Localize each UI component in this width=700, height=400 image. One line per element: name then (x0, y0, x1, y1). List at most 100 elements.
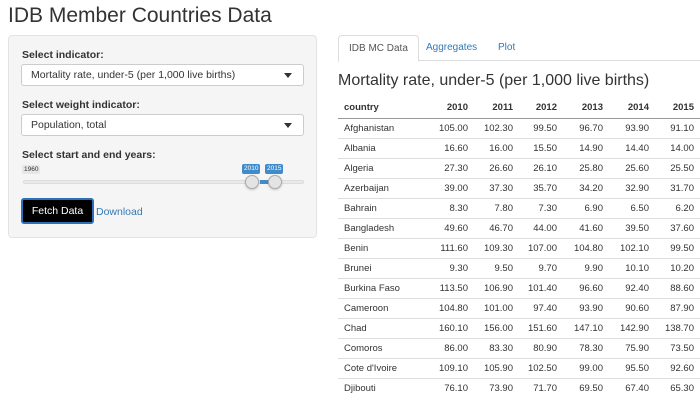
value-cell: 105.00 (424, 117, 474, 138)
column-header: 2011 (474, 98, 519, 119)
slider-to-label: 2015 (265, 164, 284, 174)
value-cell: 31.70 (655, 177, 700, 198)
value-cell: 10.10 (609, 257, 655, 278)
value-cell: 87.90 (655, 297, 700, 318)
sidebar-panel: Select indicator: Mortality rate, under-… (8, 35, 317, 238)
table-row: Algeria 27.30 26.60 26.10 25.80 25.60 25.50 (338, 157, 700, 178)
indicator-label: Select indicator: (22, 49, 104, 61)
value-cell: 90.60 (609, 297, 655, 318)
value-cell: 111.60 (424, 237, 474, 258)
value-cell: 92.40 (609, 277, 655, 298)
column-header: 2014 (609, 98, 655, 119)
data-table: country 2010 2011 2012 2013 2014 2015 Af… (338, 98, 700, 398)
value-cell: 92.60 (655, 357, 700, 378)
table-row: Afghanistan 105.00 102.30 99.50 96.70 93.90 91… (338, 117, 700, 138)
value-cell: 6.20 (655, 197, 700, 218)
country-cell: Albania (338, 137, 424, 158)
column-header: 2013 (563, 98, 609, 119)
value-cell: 93.90 (563, 297, 609, 318)
value-cell: 107.00 (519, 237, 563, 258)
slider-from-label: 2010 (242, 164, 261, 174)
value-cell: 9.90 (563, 257, 609, 278)
value-cell: 96.70 (563, 117, 609, 138)
value-cell: 7.80 (474, 197, 519, 218)
value-cell: 97.40 (519, 297, 563, 318)
value-cell: 91.10 (655, 117, 700, 138)
value-cell: 67.40 (609, 377, 655, 398)
country-cell: Afghanistan (338, 117, 424, 138)
year-slider-track[interactable] (23, 180, 304, 184)
column-header: 2010 (424, 98, 474, 119)
value-cell: 10.20 (655, 257, 700, 278)
value-cell: 37.30 (474, 177, 519, 198)
value-cell: 86.00 (424, 337, 474, 358)
table-row: Brunei 9.30 9.50 9.70 9.90 10.10 10.20 (338, 257, 700, 278)
value-cell: 46.70 (474, 217, 519, 238)
country-cell: Cote d'Ivoire (338, 357, 424, 378)
table-header-row: country 2010 2011 2012 2013 2014 2015 (338, 98, 700, 119)
value-cell: 26.10 (519, 157, 563, 178)
tab-idb-mc-data[interactable]: IDB MC Data (338, 35, 419, 62)
value-cell: 113.50 (424, 277, 474, 298)
app-title: IDB Member Countries Data (8, 4, 272, 27)
table-row: Burkina Faso 113.50 106.90 101.40 96.60 92.40… (338, 277, 700, 298)
value-cell: 109.10 (424, 357, 474, 378)
panel-title: Mortality rate, under-5 (per 1,000 live … (338, 72, 650, 89)
column-header: country (338, 98, 424, 119)
years-label: Select start and end years: (22, 149, 156, 161)
value-cell: 25.60 (609, 157, 655, 178)
value-cell: 96.60 (563, 277, 609, 298)
value-cell: 93.90 (609, 117, 655, 138)
value-cell: 9.50 (474, 257, 519, 278)
value-cell: 71.70 (519, 377, 563, 398)
value-cell: 76.10 (424, 377, 474, 398)
table-row: Djibouti 76.10 73.90 71.70 69.50 67.40 65.30 (338, 377, 700, 398)
value-cell: 99.50 (519, 117, 563, 138)
weight-select[interactable]: Population, total (21, 114, 304, 136)
value-cell: 35.70 (519, 177, 563, 198)
country-cell: Burkina Faso (338, 277, 424, 298)
value-cell: 105.90 (474, 357, 519, 378)
country-cell: Bahrain (338, 197, 424, 218)
value-cell: 41.60 (563, 217, 609, 238)
value-cell: 95.50 (609, 357, 655, 378)
table-row: Albania 16.60 16.00 15.50 14.90 14.40 14.00 (338, 137, 700, 158)
value-cell: 75.90 (609, 337, 655, 358)
value-cell: 83.30 (474, 337, 519, 358)
tab-aggregates[interactable]: Aggregates (426, 42, 478, 53)
value-cell: 32.90 (609, 177, 655, 198)
country-cell: Cameroon (338, 297, 424, 318)
value-cell: 78.30 (563, 337, 609, 358)
weight-label: Select weight indicator: (22, 99, 140, 111)
download-link[interactable]: Download (96, 206, 143, 218)
value-cell: 9.70 (519, 257, 563, 278)
value-cell: 25.50 (655, 157, 700, 178)
value-cell: 14.90 (563, 137, 609, 158)
value-cell: 9.30 (424, 257, 474, 278)
value-cell: 39.00 (424, 177, 474, 198)
slider-from-handle[interactable] (245, 175, 259, 189)
value-cell: 102.10 (609, 237, 655, 258)
table-row: Bahrain 8.30 7.80 7.30 6.90 6.50 6.20 (338, 197, 700, 218)
value-cell: 16.60 (424, 137, 474, 158)
value-cell: 102.30 (474, 117, 519, 138)
country-cell: Brunei (338, 257, 424, 278)
tab-plot[interactable]: Plot (498, 42, 516, 53)
slider-to-handle[interactable] (268, 175, 282, 189)
value-cell: 106.90 (474, 277, 519, 298)
fetch-data-button[interactable]: Fetch Data (21, 198, 94, 224)
column-header: 2015 (655, 98, 700, 119)
value-cell: 147.10 (563, 317, 609, 338)
value-cell: 39.50 (609, 217, 655, 238)
country-cell: Bangladesh (338, 217, 424, 238)
year-slider-range (260, 180, 274, 184)
value-cell: 101.00 (474, 297, 519, 318)
country-cell: Benin (338, 237, 424, 258)
value-cell: 142.90 (609, 317, 655, 338)
chevron-down-icon (284, 123, 292, 128)
country-cell: Chad (338, 317, 424, 338)
value-cell: 104.80 (563, 237, 609, 258)
value-cell: 109.30 (474, 237, 519, 258)
indicator-select[interactable]: Mortality rate, under-5 (per 1,000 live … (21, 64, 304, 86)
value-cell: 69.50 (563, 377, 609, 398)
